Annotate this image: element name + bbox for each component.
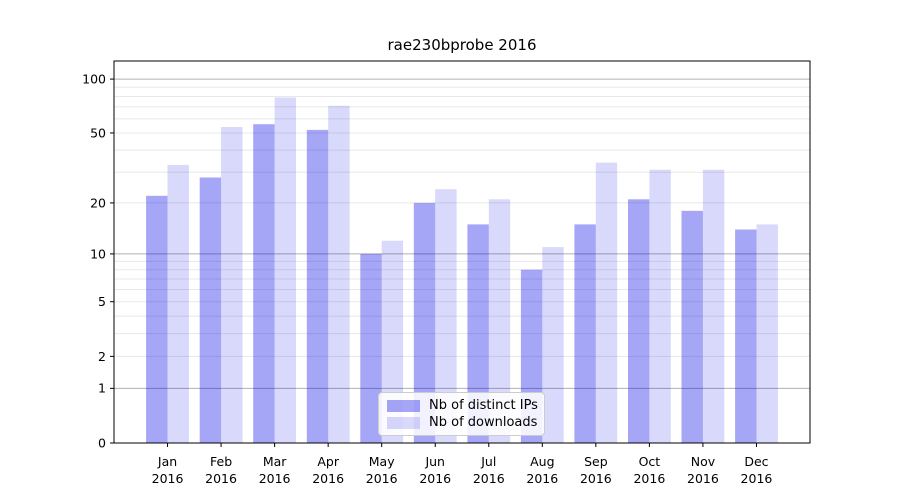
y-tick-label-100: 100 bbox=[82, 72, 106, 87]
x-tick-label-year-Oct: 2016 bbox=[633, 471, 665, 486]
y-tick-label-2: 2 bbox=[98, 349, 106, 364]
x-tick-label-year-Apr: 2016 bbox=[312, 471, 344, 486]
bar-downloads-Jun bbox=[435, 189, 457, 443]
y-tick-label-20: 20 bbox=[90, 195, 106, 210]
bar-downloads-Nov bbox=[702, 169, 725, 443]
x-tick-label-year-Mar: 2016 bbox=[259, 471, 291, 486]
x-tick-label-year-Dec: 2016 bbox=[741, 471, 773, 486]
bar-distinct-ips-Feb bbox=[199, 177, 222, 443]
bar-downloads-Mar bbox=[274, 97, 296, 443]
y-tick-label-1: 1 bbox=[98, 381, 106, 396]
y-tick-label-5: 5 bbox=[98, 294, 106, 309]
x-tick-label-year-Jul: 2016 bbox=[473, 471, 505, 486]
legend-swatch-distinct-ips bbox=[387, 399, 420, 412]
bar-distinct-ips-Jan bbox=[146, 195, 168, 443]
bar-downloads-Oct bbox=[649, 169, 671, 443]
x-tick-label-month-Sep: Sep bbox=[584, 454, 608, 469]
x-tick-label-year-Jun: 2016 bbox=[419, 471, 451, 486]
x-tick-label-year-Jan: 2016 bbox=[152, 471, 184, 486]
bar-downloads-Sep bbox=[595, 162, 618, 443]
bar-distinct-ips-Mar bbox=[253, 124, 275, 443]
bar-downloads-Dec bbox=[756, 224, 778, 443]
y-tick-label-50: 50 bbox=[90, 125, 106, 140]
bar-downloads-Aug bbox=[542, 247, 564, 443]
x-tick-label-month-Dec: Dec bbox=[744, 454, 768, 469]
legend-swatch-downloads bbox=[387, 416, 420, 429]
x-tick-label-month-Jun: Jun bbox=[424, 454, 445, 469]
bar-downloads-Feb bbox=[221, 127, 243, 443]
legend-entry-distinct-ips: Nb of distinct IPs bbox=[387, 398, 538, 413]
x-tick-label-month-Aug: Aug bbox=[530, 454, 554, 469]
x-tick-label-month-Jan: Jan bbox=[157, 454, 177, 469]
x-tick-label-month-Jul: Jul bbox=[480, 454, 496, 469]
bar-downloads-Jan bbox=[167, 164, 189, 443]
bar-distinct-ips-Apr bbox=[306, 129, 329, 443]
x-tick-label-month-Oct: Oct bbox=[639, 454, 661, 469]
legend-entry-downloads: Nb of downloads bbox=[387, 415, 538, 430]
legend-label-downloads: Nb of downloads bbox=[429, 415, 538, 430]
x-tick-label-month-Apr: Apr bbox=[317, 454, 339, 469]
x-tick-label-year-Feb: 2016 bbox=[205, 471, 237, 486]
legend: Nb of distinct IPs Nb of downloads bbox=[378, 392, 545, 436]
x-tick-label-year-Aug: 2016 bbox=[526, 471, 558, 486]
bar-distinct-ips-Jun bbox=[413, 202, 436, 443]
bar-distinct-ips-Sep bbox=[574, 224, 596, 443]
bar-downloads-Jul bbox=[488, 199, 511, 443]
x-tick-label-month-Nov: Nov bbox=[691, 454, 716, 469]
x-tick-label-month-Feb: Feb bbox=[210, 454, 232, 469]
x-tick-label-year-Nov: 2016 bbox=[687, 471, 719, 486]
bar-distinct-ips-Dec bbox=[735, 229, 757, 443]
x-tick-label-month-May: May bbox=[369, 454, 395, 469]
axes-spines bbox=[113, 60, 811, 444]
bar-distinct-ips-Nov bbox=[681, 210, 703, 443]
legend-label-distinct-ips: Nb of distinct IPs bbox=[429, 398, 538, 413]
y-tick-label-10: 10 bbox=[90, 246, 106, 261]
x-tick-label-year-Sep: 2016 bbox=[580, 471, 612, 486]
bar-downloads-Apr bbox=[328, 105, 350, 444]
bar-distinct-ips-Jul bbox=[467, 224, 489, 443]
x-tick-label-year-May: 2016 bbox=[366, 471, 398, 486]
chart-title: rae230bprobe 2016 bbox=[387, 36, 537, 54]
y-tick-label-0: 0 bbox=[98, 435, 106, 450]
bar-distinct-ips-May bbox=[360, 253, 382, 443]
bar-distinct-ips-Oct bbox=[628, 199, 650, 443]
x-tick-label-month-Mar: Mar bbox=[263, 454, 287, 469]
